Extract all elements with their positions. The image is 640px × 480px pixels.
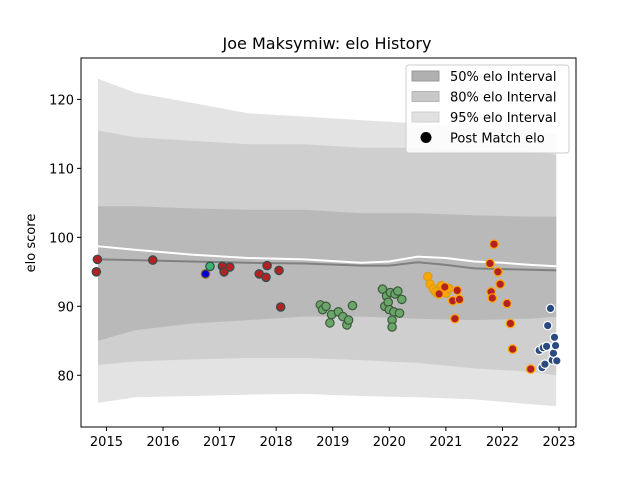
band-50 [98,206,557,341]
data-point-s5-14 [507,344,518,354]
data-point-s5-9 [489,239,499,249]
data-point-s6-11 [551,355,562,366]
data-point-s3-10 [377,284,388,294]
data-point-s3-17 [387,322,397,332]
x-tick-label-2019: 2019 [316,435,349,450]
data-point-s6-3 [540,359,550,369]
plot-area [91,78,562,407]
x-tick-label-2018: 2018 [260,435,293,450]
legend: 50% elo Interval 80% elo Interval 95% elo … [405,64,570,154]
data-point-s5-4 [452,285,462,296]
data-point-s5-12 [502,298,512,309]
chart-title: Joe Maksymiw: elo History [222,34,432,53]
data-point-s5-13 [505,318,516,329]
y-tick-label-110: 110 [49,162,74,177]
data-point-s3-21 [394,308,405,318]
axes: 2015 2016 2017 2018 2019 2020 2021 2022 2023 80 90… [49,57,577,450]
x-tick-label-2015: 2015 [90,435,123,450]
y-tick-label-120: 120 [49,93,74,108]
data-point-s6-4 [541,341,552,352]
legend-label-1: 80% elo Interval [450,91,557,106]
data-point-s2-0 [205,261,215,272]
legend-marker-3 [420,132,432,143]
data-point-s3-3 [325,318,335,328]
y-tick-label-90: 90 [57,300,74,315]
x-tick-label-2016: 2016 [146,435,179,450]
x-tick-label-2017: 2017 [203,435,236,450]
plot-frame [80,57,577,428]
mean-line [97,245,557,268]
legend-swatch-2 [411,111,440,123]
legend-label-0: 50% elo Interval [450,70,557,85]
y-axis-label: elo score [24,214,39,273]
legend-swatch-1 [411,91,440,102]
data-point-s0-2 [148,255,158,265]
data-point-s6-9 [549,332,560,343]
data-point-s5-11 [495,279,505,289]
data-point-s0-1 [92,254,103,265]
data-point-s6-10 [550,340,561,351]
data-point-s3-9 [347,300,358,311]
x-tick-label-2022: 2022 [486,435,519,450]
data-point-s5-6 [485,258,495,269]
x-tick-label-2023: 2023 [542,435,575,450]
x-tick-label-2020: 2020 [373,435,406,450]
data-point-s3-20 [392,286,403,296]
x-tick-label-2021: 2021 [429,435,462,450]
data-point-s1-0 [200,269,211,279]
data-point-s3-8 [343,315,354,325]
data-point-s5-5 [454,294,465,305]
data-point-s5-8 [487,293,498,303]
legend-label-2: 95% elo Interval [450,111,557,126]
y-tick-label-80: 80 [57,369,74,384]
data-point-s6-6 [545,303,556,314]
legend-swatch-0 [411,70,440,82]
data-point-s0-7 [261,272,271,283]
data-point-s0-5 [225,262,235,272]
data-point-s5-3 [450,313,460,324]
data-point-s0-10 [275,302,286,312]
data-point-s5-15 [525,364,536,374]
data-point-s3-22 [396,294,407,305]
data-point-s5-10 [493,266,503,277]
data-point-s0-9 [274,265,284,276]
legend-box [405,64,570,154]
legend-label-3: Post Match elo [450,132,545,147]
y-tick-label-100: 100 [49,231,74,246]
data-point-s3-2 [321,301,331,312]
data-point-s0-8 [262,260,272,271]
data-point-s5-0 [434,289,444,299]
data-point-s5-1 [439,282,450,292]
data-point-s0-0 [91,266,102,277]
data-point-s6-5 [542,320,553,331]
median-line [97,258,557,272]
